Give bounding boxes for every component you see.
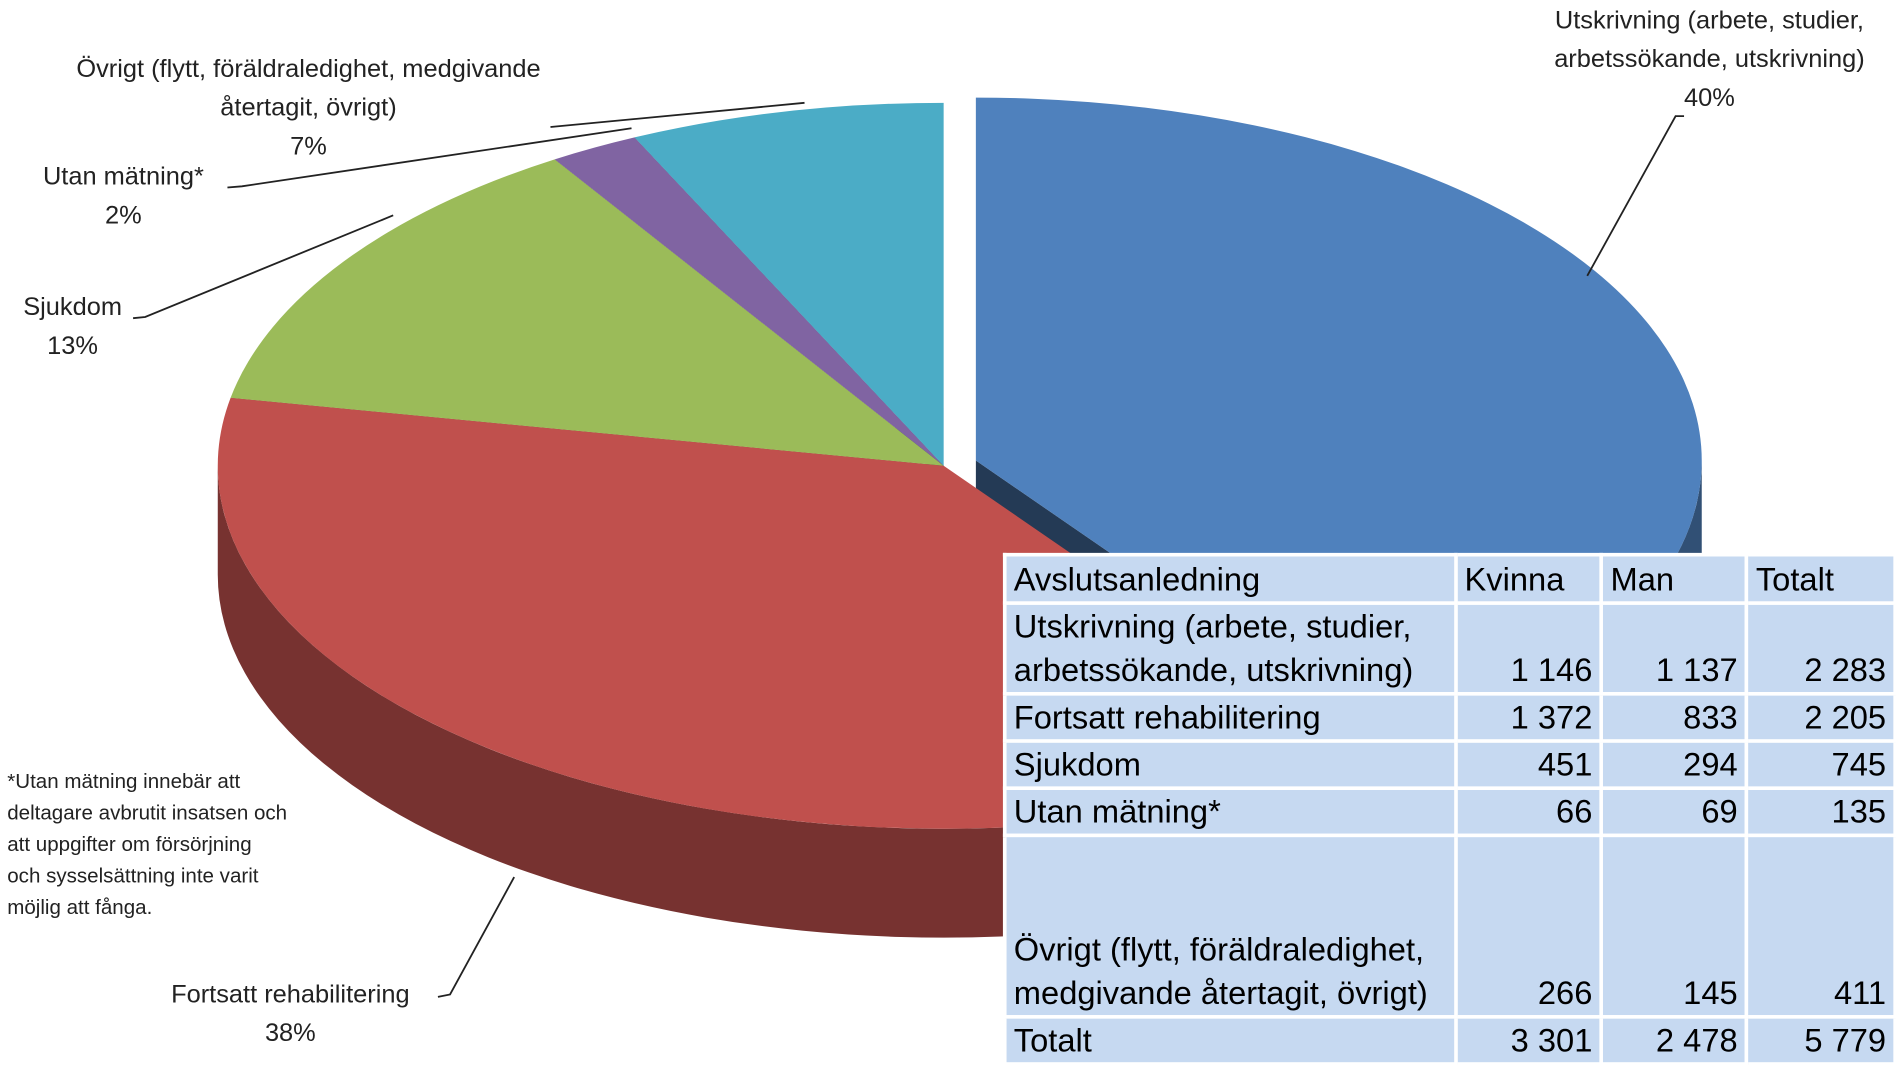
leader-line [227,127,632,189]
table-cell: 451 [1453,739,1604,790]
table-cell: 411 [1744,833,1897,1019]
slice-label: Fortsatt rehabilitering [171,980,410,1008]
table-cell: Avslutsanledning [1002,552,1458,605]
table-cell: 1 372 [1453,692,1604,743]
footnote: möjlig att fånga. [7,896,152,919]
slice-value-label: 40% [1684,84,1735,112]
slice-label: återtagit, övrigt) [220,94,396,122]
table-cell: 5 779 [1744,1015,1897,1066]
table-cell: 294 [1599,739,1749,790]
table-cell: 69 [1599,786,1749,838]
table-cell: 2 283 [1744,601,1897,696]
table-cell: Kvinna [1453,552,1604,605]
slice-value-label: 2% [105,201,142,229]
table-cell: 3 301 [1453,1015,1604,1066]
table-cell: 135 [1744,786,1897,838]
table-cell: Man [1599,552,1749,605]
slice-label: Sjukdom [23,293,122,321]
table-cell: 66 [1453,786,1604,838]
table-cell: Fortsatt rehabilitering [1002,692,1458,743]
table-row: Utan mätning* 66 69 135 [1002,786,1897,838]
slice [554,137,944,466]
table-row: Totalt 3 301 2 478 5 779 [1002,1015,1897,1066]
slice-label: Utan mätning* [43,163,204,191]
slice-value-label: 7% [290,132,327,160]
footnote: deltagare avbrutit insatsen och [7,802,287,825]
table-cell: 833 [1599,692,1749,743]
table-cell: Sjukdom [1002,739,1458,790]
slice-label: arbetssökande, utskrivning) [1554,45,1864,73]
footnote: och sysselsättning inte varit [7,865,259,888]
table-row: Utskrivning (arbete, studier, arbetssöka… [1002,601,1897,696]
table-cell: Totalt [1744,552,1897,605]
table-cell: 266 [1453,833,1604,1019]
slice [230,159,944,466]
table-cell: Utskrivning (arbete, studier, arbetssöka… [1002,601,1458,696]
slice-label: Utskrivning (arbete, studier, [1555,6,1864,34]
table-cell: Utan mätning* [1002,786,1458,838]
data-table: Avslutsanledning Kvinna Man Totalt Utskrivni… [1002,552,1897,1066]
table-cell: 1 146 [1453,601,1604,696]
leader-line [550,101,805,128]
slice-label: Övrigt (flytt, föräldraledighet, medgiva… [76,55,540,83]
slice-value-label: 38% [265,1019,316,1047]
table-row: Sjukdom 451 294 745 [1002,739,1897,790]
slice [634,102,944,466]
slice-side [217,465,1371,938]
table-cell: 145 [1599,833,1749,1019]
table-cell: Övrigt (flytt, föräldraledighet, medgiva… [1002,833,1458,1019]
table-row: Avslutsanledning Kvinna Man Totalt [1002,552,1897,605]
footnote: *Utan mätning innebär att [7,770,240,793]
leader-line [1586,115,1685,277]
footnote: att uppgifter om försörjning [7,833,251,856]
table-row: Övrigt (flytt, föräldraledighet, medgiva… [1002,833,1897,1019]
table-row: Fortsatt rehabilitering 1 372 833 2 205 [1002,692,1897,743]
table-cell: 745 [1744,739,1897,790]
leader-line [132,214,394,320]
table-cell: 1 137 [1599,601,1749,696]
table-cell: 2 478 [1599,1015,1749,1066]
leader-line [437,876,515,998]
table-cell: Totalt [1002,1015,1458,1066]
slice-value-label: 13% [47,332,98,360]
table-cell: 2 205 [1744,692,1897,743]
